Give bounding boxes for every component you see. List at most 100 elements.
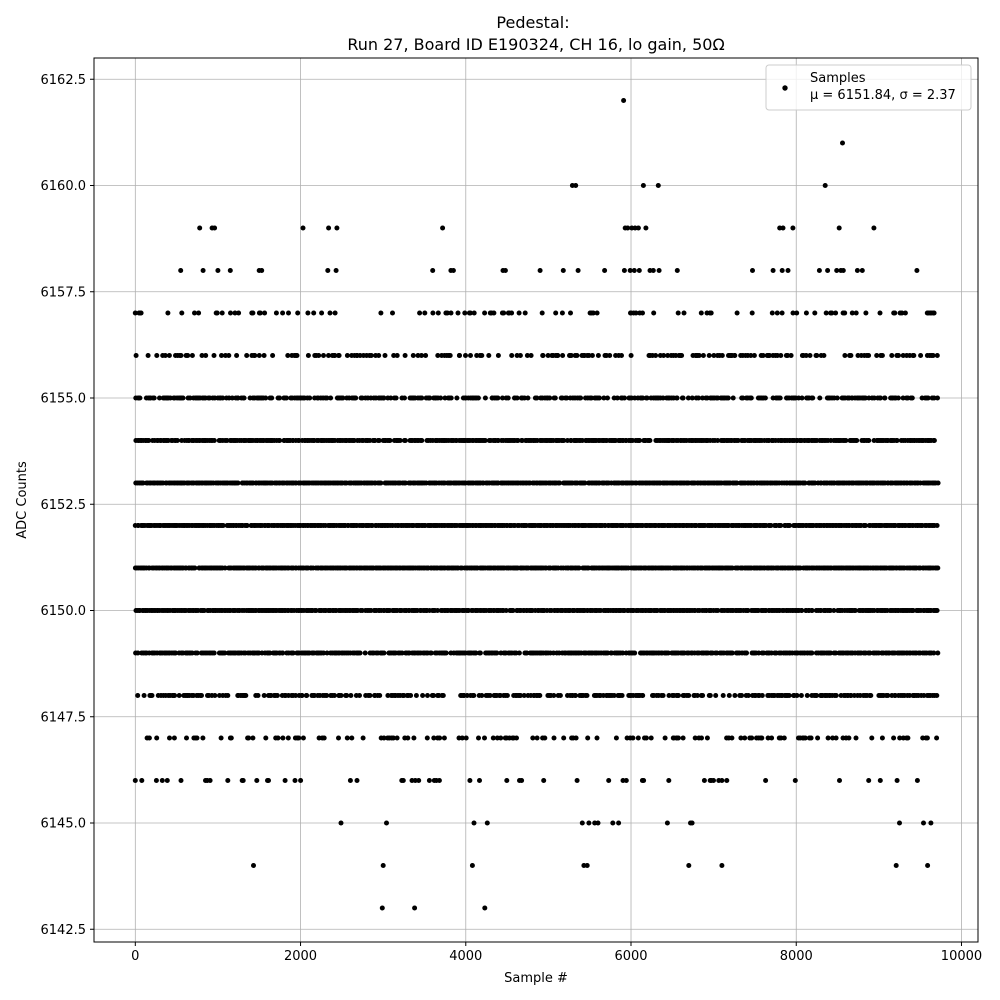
data-point bbox=[299, 693, 305, 698]
data-point bbox=[390, 310, 395, 316]
data-point bbox=[560, 268, 566, 273]
data-point bbox=[495, 353, 501, 358]
data-point bbox=[621, 98, 627, 103]
data-point bbox=[555, 353, 561, 358]
data-point bbox=[419, 353, 424, 358]
data-point bbox=[653, 353, 659, 358]
data-point bbox=[444, 310, 450, 316]
data-point bbox=[394, 353, 400, 358]
data-point bbox=[510, 608, 516, 613]
data-point bbox=[640, 310, 645, 316]
data-point bbox=[802, 735, 808, 741]
data-point bbox=[833, 735, 839, 741]
data-point bbox=[151, 395, 157, 401]
data-point bbox=[393, 395, 399, 401]
data-point bbox=[178, 353, 184, 358]
data-point bbox=[719, 353, 725, 358]
data-point bbox=[777, 395, 783, 401]
data-point bbox=[477, 650, 483, 656]
data-point bbox=[344, 353, 350, 358]
data-point bbox=[930, 353, 936, 358]
x-axis-label: Sample # bbox=[504, 971, 568, 986]
data-point bbox=[381, 650, 387, 656]
data-point bbox=[935, 650, 941, 656]
data-point bbox=[326, 225, 332, 231]
data-point bbox=[885, 693, 891, 698]
data-point bbox=[277, 395, 283, 401]
data-point bbox=[934, 608, 940, 613]
data-point bbox=[853, 735, 859, 741]
data-point bbox=[675, 735, 681, 741]
y-tick-label: 6155.0 bbox=[41, 392, 87, 407]
data-point bbox=[656, 268, 662, 273]
data-point bbox=[882, 395, 888, 401]
data-point bbox=[664, 820, 670, 826]
data-point bbox=[744, 650, 749, 656]
data-point bbox=[509, 353, 515, 358]
data-point bbox=[798, 693, 804, 698]
data-point bbox=[344, 693, 350, 698]
data-point bbox=[422, 310, 428, 316]
data-point bbox=[376, 353, 382, 358]
data-point bbox=[462, 310, 468, 316]
chart-title-line1: Pedestal: bbox=[496, 13, 569, 32]
data-point bbox=[244, 353, 250, 358]
data-point bbox=[719, 778, 725, 783]
data-point bbox=[219, 353, 224, 358]
data-point bbox=[357, 693, 362, 698]
data-point bbox=[477, 778, 482, 783]
chart-title-line2: Run 27, Board ID E190324, CH 16, lo gain… bbox=[347, 35, 724, 54]
data-point bbox=[633, 310, 639, 316]
data-point bbox=[133, 353, 139, 358]
data-point bbox=[779, 310, 785, 316]
data-point bbox=[804, 693, 810, 698]
data-point bbox=[405, 735, 411, 741]
data-point bbox=[803, 353, 809, 358]
data-point bbox=[897, 735, 903, 741]
data-point bbox=[732, 693, 738, 698]
data-point bbox=[607, 353, 613, 358]
data-point bbox=[553, 310, 559, 316]
data-point bbox=[368, 353, 374, 358]
data-point bbox=[484, 820, 490, 826]
data-point bbox=[802, 480, 808, 486]
data-point bbox=[914, 778, 920, 783]
data-point bbox=[711, 778, 716, 783]
data-point bbox=[680, 735, 686, 741]
data-point bbox=[255, 693, 261, 698]
data-point bbox=[745, 608, 751, 613]
data-point bbox=[564, 395, 570, 401]
data-point bbox=[333, 268, 339, 273]
data-point bbox=[934, 735, 940, 741]
data-point bbox=[935, 395, 940, 401]
data-point bbox=[338, 820, 344, 826]
data-point bbox=[259, 268, 265, 273]
data-point bbox=[435, 608, 440, 613]
data-point bbox=[184, 735, 189, 741]
data-point bbox=[900, 353, 906, 358]
data-point bbox=[700, 693, 706, 698]
data-point bbox=[769, 735, 775, 741]
data-point bbox=[650, 268, 656, 273]
data-point bbox=[534, 395, 540, 401]
data-point bbox=[379, 905, 385, 911]
y-tick-label: 6157.5 bbox=[41, 285, 87, 300]
data-point bbox=[579, 820, 585, 826]
data-point bbox=[482, 395, 488, 401]
data-point bbox=[545, 353, 551, 358]
data-point bbox=[277, 438, 283, 443]
data-point bbox=[381, 395, 387, 401]
data-point bbox=[219, 310, 225, 316]
data-point bbox=[482, 905, 488, 911]
data-point bbox=[749, 310, 755, 316]
data-point bbox=[262, 310, 268, 316]
data-point bbox=[770, 268, 776, 273]
data-point bbox=[473, 650, 479, 656]
data-point bbox=[578, 395, 584, 401]
data-point bbox=[931, 650, 937, 656]
data-point bbox=[641, 778, 647, 783]
data-point bbox=[354, 778, 360, 783]
data-point bbox=[519, 778, 525, 783]
data-point bbox=[854, 268, 860, 273]
data-point bbox=[388, 395, 394, 401]
